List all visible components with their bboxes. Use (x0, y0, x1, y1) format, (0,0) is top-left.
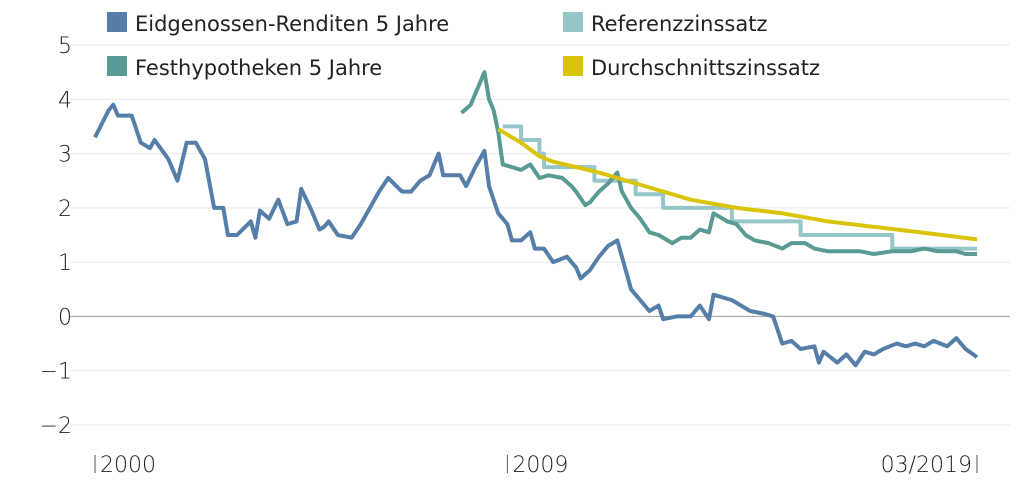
y-tick-label: 0 (58, 305, 72, 330)
y-tick-label: 5 (58, 34, 72, 59)
series-line-0 (93, 102, 979, 368)
y-tick-label: 2 (58, 197, 72, 222)
legend-label: Eidgenossen-Renditen 5 Jahre (135, 12, 449, 36)
x-tick-label: 2000 (100, 453, 156, 478)
legend-label: Festhypotheken 5 Jahre (135, 56, 382, 80)
legend-swatch (107, 56, 127, 76)
legend-label: Referenzzinssatz (591, 12, 767, 36)
legend-label: Durchschnittszinssatz (591, 56, 820, 80)
x-tick-label: 03/2019 (881, 453, 972, 478)
y-tick-label: 3 (58, 143, 72, 168)
y-tick-label: −2 (40, 414, 72, 439)
x-tick-label: 2009 (512, 453, 568, 478)
series-line-3 (497, 127, 978, 242)
series-line-1 (502, 124, 977, 251)
legend-swatch (107, 12, 127, 32)
legend-swatch (563, 56, 583, 76)
y-tick-label: 1 (58, 251, 72, 276)
series-line-2 (460, 70, 977, 256)
y-tick-label: 4 (58, 88, 72, 113)
y-tick-label: −1 (40, 360, 72, 385)
legend-swatch (563, 12, 583, 32)
